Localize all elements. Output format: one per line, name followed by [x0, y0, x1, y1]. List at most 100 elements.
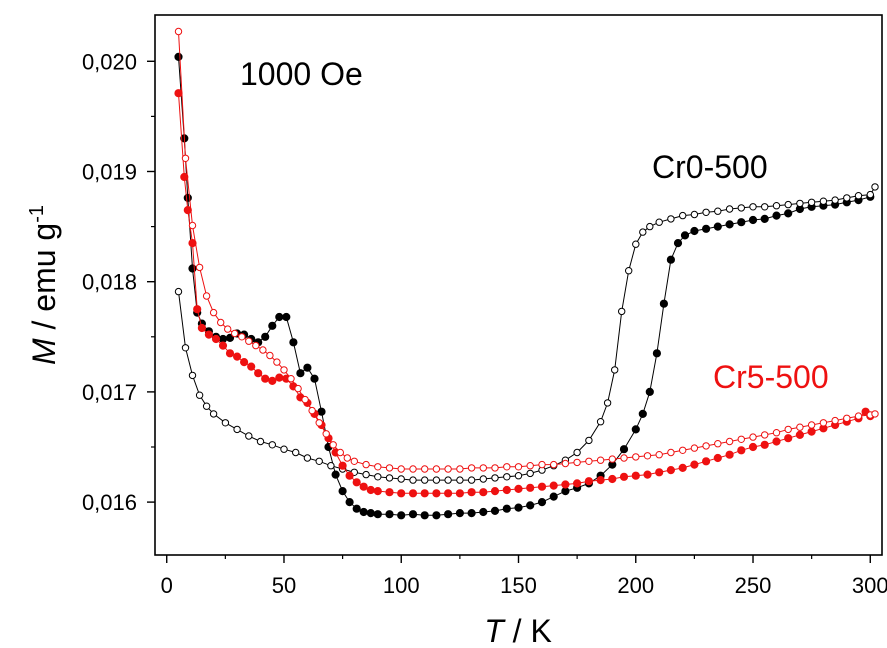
annotation-field: 1000 Oe: [240, 56, 363, 92]
data-point: [807, 198, 816, 207]
data-point: [490, 487, 500, 496]
data-point: [526, 462, 534, 470]
data-point: [174, 89, 183, 98]
data-point: [608, 474, 617, 484]
data-point: [549, 492, 558, 501]
data-point: [584, 477, 594, 486]
data-point: [479, 488, 488, 497]
data-point: [714, 207, 722, 215]
data-point: [280, 366, 288, 374]
data-point: [702, 442, 710, 450]
data-point: [197, 323, 206, 333]
data-point: [526, 469, 534, 478]
data-point: [338, 487, 347, 496]
data-point: [625, 267, 633, 275]
data-point: [479, 464, 487, 472]
data-point: [282, 312, 291, 322]
data-point: [831, 416, 839, 425]
data-point: [444, 489, 453, 498]
series-3: [174, 27, 879, 473]
data-point: [280, 445, 288, 453]
data-point: [373, 487, 382, 496]
data-point: [611, 366, 619, 374]
data-point: [432, 489, 441, 498]
data-point: [573, 448, 581, 457]
data-point: [204, 330, 213, 339]
data-point: [760, 214, 769, 223]
data-point: [209, 308, 218, 317]
data-point: [772, 211, 781, 220]
data-point: [561, 459, 570, 468]
data-point: [702, 224, 711, 233]
data-point: [408, 489, 418, 498]
data-point: [514, 503, 523, 512]
data-point: [183, 206, 192, 215]
data-point: [397, 511, 406, 520]
data-point: [233, 425, 241, 434]
y-tick-label: 0,019: [82, 159, 137, 184]
data-point: [188, 221, 197, 230]
data-point: [673, 239, 683, 248]
data-point: [231, 329, 239, 338]
data-point: [866, 190, 874, 199]
data-point: [655, 218, 663, 226]
data-point: [327, 462, 335, 470]
data-point: [289, 338, 298, 347]
data-point: [714, 440, 722, 448]
data-point: [409, 476, 417, 484]
data-point: [181, 344, 190, 352]
data-point: [374, 473, 382, 481]
data-point: [573, 458, 581, 467]
data-point: [315, 419, 323, 427]
data-point: [652, 349, 662, 358]
data-point: [202, 402, 211, 410]
data-point: [308, 406, 316, 415]
data-point: [455, 508, 464, 518]
data-point: [678, 463, 687, 472]
data-point: [690, 444, 699, 452]
data-point: [266, 351, 274, 360]
data-point: [596, 418, 605, 426]
data-point: [432, 511, 441, 520]
data-point: [247, 362, 256, 371]
data-point: [748, 215, 758, 225]
data-point: [188, 371, 197, 380]
data-point: [352, 478, 361, 487]
data-point: [432, 476, 441, 484]
data-point: [514, 484, 523, 493]
data-point: [871, 183, 879, 191]
data-point: [596, 476, 605, 485]
data-point: [643, 470, 652, 479]
data-point: [702, 457, 711, 466]
data-point: [702, 208, 710, 217]
x-tick-label: 150: [500, 573, 537, 598]
data-point: [713, 222, 722, 231]
data-point: [831, 196, 839, 204]
data-point: [359, 482, 368, 491]
data-point: [807, 421, 816, 429]
data-point: [549, 481, 558, 490]
data-point: [397, 489, 406, 498]
data-point: [366, 508, 375, 518]
data-point: [619, 472, 629, 481]
data-point: [596, 456, 605, 464]
data-point: [444, 465, 452, 473]
data-point: [256, 437, 265, 446]
data-point: [195, 263, 204, 272]
data-point: [359, 507, 368, 517]
data-point: [667, 215, 675, 223]
series-label-cr5: Cr5-500: [713, 359, 829, 395]
data-point: [385, 464, 394, 472]
data-point: [526, 501, 535, 510]
data-point: [209, 410, 218, 418]
data-point: [479, 475, 487, 483]
data-point: [713, 453, 722, 463]
data-point: [491, 474, 499, 482]
data-point: [819, 419, 828, 427]
data-point: [362, 460, 370, 469]
data-point: [645, 387, 654, 396]
data-point: [749, 203, 757, 211]
data-point: [679, 211, 687, 220]
data-point: [317, 407, 326, 416]
data-point: [784, 200, 792, 209]
